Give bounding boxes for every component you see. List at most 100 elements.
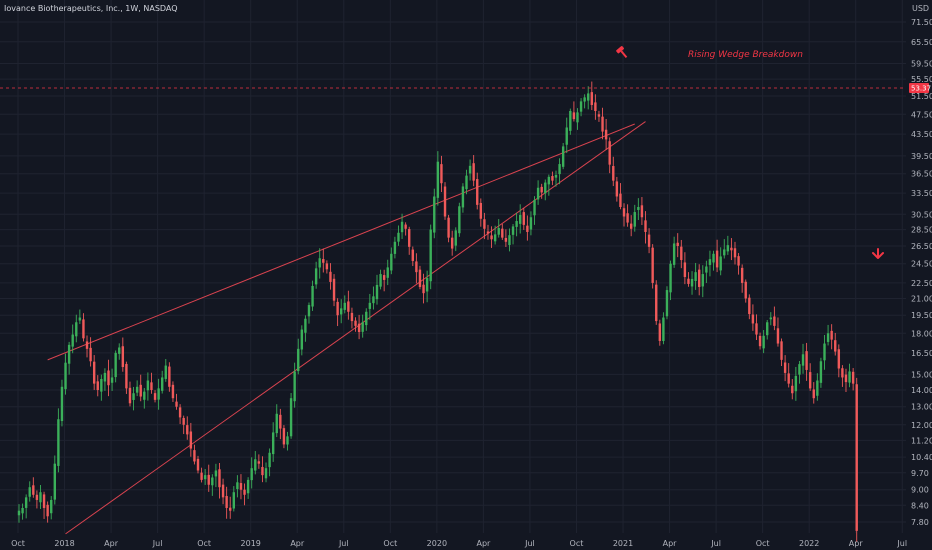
- candle-up: [823, 335, 826, 370]
- candle-up: [719, 247, 722, 276]
- candle-up: [766, 319, 769, 340]
- candle-down: [740, 264, 744, 293]
- candle-down: [590, 81, 593, 111]
- candle-up: [769, 312, 772, 326]
- candle-up: [529, 211, 533, 236]
- candle-down: [411, 246, 414, 267]
- candle-up: [637, 198, 640, 220]
- candle-up: [203, 469, 207, 485]
- candle-up: [701, 265, 704, 298]
- candle-down: [382, 269, 386, 292]
- candle-down: [655, 280, 658, 325]
- candle-up: [67, 341, 71, 375]
- x-tick-label: Oct: [756, 539, 770, 548]
- candle-up: [64, 353, 67, 395]
- candle-down: [483, 212, 486, 240]
- candle-down: [744, 279, 747, 303]
- arrow-down-icon[interactable]: [872, 248, 884, 259]
- candle-up: [164, 359, 167, 382]
- candle-down: [257, 454, 261, 469]
- candle-up: [275, 404, 278, 438]
- last-price-badge: [909, 82, 929, 93]
- candle-up: [565, 117, 568, 154]
- candle-down: [200, 467, 203, 483]
- candle-down: [182, 415, 185, 435]
- candle-down: [92, 355, 96, 390]
- candle-down: [658, 319, 662, 346]
- candle-up: [293, 362, 296, 408]
- candle-up: [425, 270, 429, 303]
- wedge-upper-trendline[interactable]: [47, 123, 635, 361]
- candle-down: [479, 198, 483, 227]
- candle-up: [712, 250, 715, 271]
- candle-down: [644, 211, 647, 244]
- candle-up: [708, 250, 712, 277]
- candle-up: [762, 330, 765, 354]
- candle-up: [579, 98, 583, 117]
- y-tick-label: 7.80: [911, 518, 929, 527]
- candle-down: [737, 253, 740, 275]
- candle-down: [783, 355, 787, 382]
- candle-up: [558, 158, 561, 185]
- candle-down: [680, 239, 683, 269]
- price-axis[interactable]: 7.80 8.40 9.00 9.70 10.40 11.20 12.00 13.00 14.0…: [911, 18, 932, 527]
- candle-up: [544, 179, 547, 201]
- candle-down: [751, 304, 755, 331]
- candle-up: [515, 212, 518, 237]
- candle-up: [454, 227, 457, 252]
- x-tick-label: Oct: [197, 539, 211, 548]
- candle-down: [440, 155, 443, 193]
- candle-down: [526, 215, 529, 241]
- candle-down: [347, 290, 350, 320]
- x-tick-label: Jul: [710, 539, 721, 548]
- x-tick-label: 2018: [54, 539, 74, 548]
- currency-label: USD: [912, 4, 929, 13]
- candle-down: [490, 226, 493, 248]
- y-tick-label: 39.50: [911, 152, 932, 161]
- x-tick-label: Apr: [104, 539, 119, 548]
- candle-up: [314, 261, 318, 289]
- candle-down: [855, 377, 858, 542]
- candle-up: [232, 486, 235, 512]
- candle-up: [819, 357, 823, 388]
- candle-down: [450, 230, 454, 256]
- candle-down: [597, 110, 601, 122]
- candle-down: [619, 183, 622, 210]
- x-tick-label: 2021: [613, 539, 633, 548]
- candle-up: [143, 387, 146, 409]
- candle-down: [551, 171, 554, 186]
- pin-icon[interactable]: [616, 46, 630, 60]
- candle-up: [297, 338, 300, 375]
- candle-down: [408, 226, 411, 255]
- candle-up: [71, 324, 74, 354]
- candle-down: [733, 241, 737, 265]
- time-axis[interactable]: Oct 2018 Apr Jul Oct 2019 Apr Jul Oct 2020 Apr Jul O…: [11, 539, 907, 548]
- y-tick-label: 15.00: [911, 370, 932, 379]
- candle-down: [805, 342, 808, 381]
- candle-up: [633, 204, 636, 232]
- candle-up: [429, 224, 432, 290]
- candle-up: [289, 393, 293, 439]
- x-tick-label: Jul: [896, 539, 907, 548]
- candle-up: [304, 315, 307, 342]
- candle-down: [189, 422, 193, 457]
- candle-up: [17, 504, 21, 523]
- candle-up: [307, 302, 311, 324]
- candle-up: [57, 408, 60, 473]
- x-tick-label: 2022: [799, 539, 819, 548]
- annotation-text[interactable]: Rising Wedge Breakdown: [688, 50, 803, 60]
- candle-down: [476, 172, 479, 210]
- candle-down: [615, 176, 619, 202]
- y-tick-label: 10.40: [911, 453, 932, 462]
- candle-up: [816, 373, 819, 401]
- candle-up: [250, 457, 253, 489]
- symbol-title: Iovance Biotherapeutics, Inc., 1W, NASDA…: [4, 4, 178, 13]
- candle-up: [372, 286, 375, 310]
- candle-up: [547, 174, 551, 196]
- candle-up: [361, 314, 364, 338]
- candle-up: [662, 312, 665, 345]
- candle-down: [96, 375, 99, 397]
- candle-up: [24, 494, 28, 519]
